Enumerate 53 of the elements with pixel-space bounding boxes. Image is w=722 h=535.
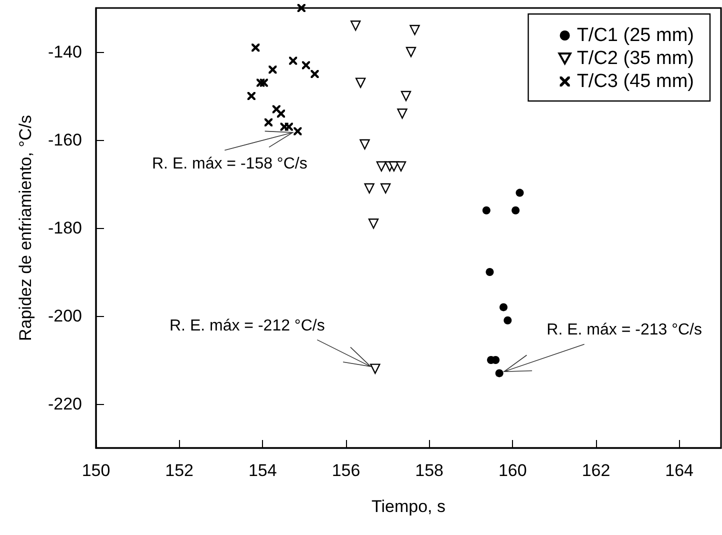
x-axis-title: Tiempo, s [371, 497, 446, 516]
point [297, 4, 306, 12]
y-tick-label: -180 [48, 218, 82, 238]
annotation: R. E. máx = -212 °C/s [169, 317, 325, 334]
x-tick-label: 160 [498, 461, 527, 480]
point [268, 66, 277, 74]
y-tick-label: -200 [48, 306, 82, 326]
point [364, 183, 374, 194]
x-tick-label: 150 [82, 461, 110, 480]
annotation: R. E. máx = -158 °C/s [152, 156, 308, 173]
legend-label: T/C2 (35 mm) [576, 48, 694, 69]
point [504, 316, 512, 324]
x-tick-label: 162 [582, 461, 610, 480]
x-tick-label: 164 [665, 461, 694, 480]
point [370, 364, 380, 374]
point [397, 108, 408, 119]
point [516, 188, 524, 197]
point [406, 46, 416, 58]
y-tick-label: -160 [48, 130, 82, 150]
point [350, 20, 361, 31]
point [482, 206, 490, 214]
point [277, 110, 285, 118]
point [495, 369, 504, 378]
y-tick-label: -220 [48, 394, 82, 414]
x-tick-label: 158 [415, 461, 444, 480]
point [355, 78, 366, 88]
point [410, 24, 420, 36]
point [302, 61, 310, 70]
x-tick-label: 152 [165, 461, 194, 480]
point [376, 161, 387, 172]
point [512, 206, 520, 214]
y-tick-label: -140 [48, 42, 82, 62]
point [247, 92, 256, 100]
x-tick-label: 156 [332, 461, 360, 480]
annotation: R. E. máx = -213 °C/s [546, 322, 702, 339]
x-tick-label: 154 [248, 461, 277, 480]
point [500, 303, 508, 312]
point [289, 56, 298, 65]
point [260, 78, 268, 87]
point [396, 161, 406, 172]
point [294, 127, 302, 136]
point [486, 268, 494, 276]
point [380, 183, 391, 194]
point [284, 122, 293, 131]
point [264, 118, 272, 126]
legend-label: T/C1 (25 mm) [576, 25, 694, 46]
point [400, 90, 412, 102]
point [310, 70, 319, 78]
legend-label: T/C3 (45 mm) [576, 71, 694, 92]
point [360, 139, 370, 150]
y-axis-title: Rapidez de enfriamiento, °C/s [16, 114, 35, 342]
point [368, 218, 379, 229]
point [252, 44, 260, 52]
